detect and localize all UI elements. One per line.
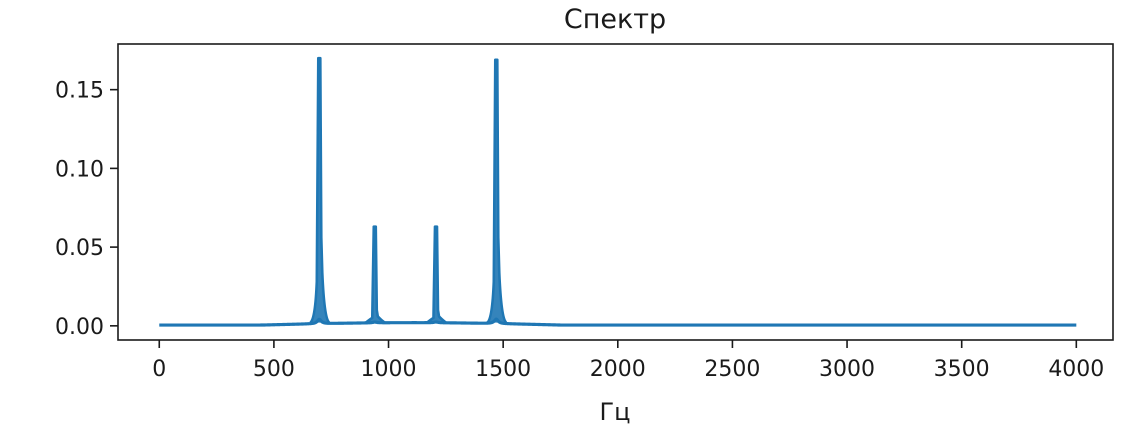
series-line — [158, 317, 1078, 327]
series-layer — [158, 56, 1078, 327]
chart-title: Спектр — [564, 4, 666, 35]
plot-frame — [117, 43, 1114, 341]
x-tick-label: 500 — [253, 357, 295, 382]
x-axis: 0 500 1000 1500 2000 2500 3000 3500 4000 — [152, 340, 1104, 382]
x-tick-label: 2500 — [704, 357, 760, 382]
x-tick-label: 2000 — [590, 357, 646, 382]
y-axis: 0.00 0.05 0.10 0.15 — [55, 79, 118, 340]
x-tick-label: 4000 — [1048, 357, 1104, 382]
plot-area — [158, 56, 1078, 327]
y-tick-label: 0.05 — [55, 236, 104, 261]
spectrum-peak — [309, 56, 331, 324]
spectrum-peak — [364, 225, 386, 324]
y-tick-label: 0.15 — [55, 79, 104, 104]
spectrum-peak — [426, 225, 447, 324]
spectrum-peak — [486, 58, 508, 324]
x-tick-label: 1500 — [475, 357, 531, 382]
y-tick-label: 0.10 — [55, 157, 104, 182]
x-axis-label: Гц — [600, 398, 631, 426]
y-tick-label: 0.00 — [55, 315, 104, 340]
x-tick-label: 3000 — [819, 357, 875, 382]
x-tick-label: 3500 — [934, 357, 990, 382]
x-tick-label: 0 — [152, 357, 166, 382]
x-tick-label: 1000 — [361, 357, 417, 382]
